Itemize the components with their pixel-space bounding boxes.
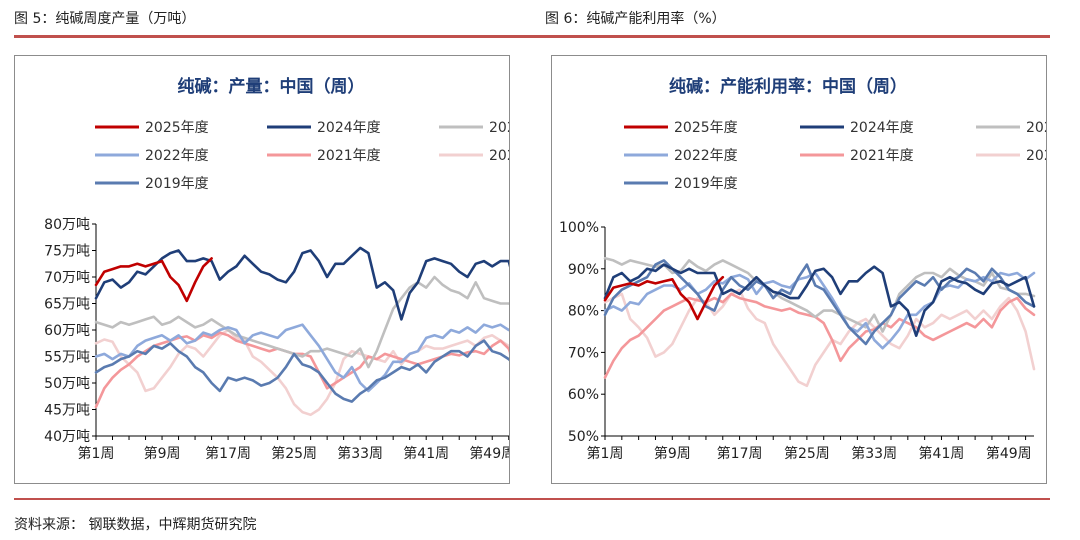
x-tick-label: 第25周 — [271, 445, 317, 462]
y-tick-label: 70万吨 — [44, 270, 90, 286]
y-tick-label: 65万吨 — [44, 297, 90, 313]
y-tick-label: 80% — [568, 304, 599, 320]
series-line-2019 — [603, 259, 1036, 346]
x-tick-label: 第33周 — [337, 445, 383, 462]
production-chart: 纯碱：产量：中国（周） 2025年度 2024年度 2023年度 2022年度 2021年… — [44, 76, 509, 462]
series-line-2022 — [94, 323, 509, 393]
legend-label: 2021年度 — [850, 148, 914, 164]
legend-label: 2022年度 — [145, 148, 209, 164]
legend-label: 2020年度 — [489, 148, 509, 164]
chart-title: 纯碱：产能利用率：中国（周） — [669, 76, 907, 97]
legend-label: 2023年度 — [489, 120, 509, 136]
x-tick-label: 第1周 — [78, 445, 115, 462]
legend-label: 2019年度 — [674, 176, 738, 192]
y-tick-label: 60万吨 — [44, 323, 90, 339]
series-line-2021 — [603, 292, 1036, 379]
x-tick-label: 第9周 — [654, 445, 691, 462]
legend-label: 2024年度 — [850, 120, 914, 136]
series-line-2020 — [603, 288, 1036, 388]
x-tick-label: 第33周 — [851, 445, 897, 462]
series-line-2025 — [94, 257, 213, 303]
figure-caption-production: 图 5：纯碱周度产量（万吨） — [14, 11, 196, 27]
y-tick-label: 75万吨 — [44, 244, 90, 260]
y-tick-label: 45万吨 — [44, 403, 90, 419]
legend-label: 2020年度 — [1026, 148, 1046, 164]
x-tick-label: 第17周 — [717, 445, 763, 462]
y-tick-label: 40万吨 — [44, 429, 90, 445]
x-tick-label: 第41周 — [403, 445, 449, 462]
x-tick-label: 第25周 — [784, 445, 830, 462]
y-tick-label: 90% — [568, 262, 599, 278]
series-line-2020 — [94, 328, 509, 417]
header-rule — [14, 35, 1050, 38]
legend-label: 2025年度 — [145, 120, 209, 136]
x-tick-label: 第49周 — [469, 445, 509, 462]
series-line-2025 — [603, 275, 725, 321]
x-tick-label: 第1周 — [587, 445, 624, 462]
source-note: 资料来源： 钢联数据，中辉期货研究院 — [14, 517, 257, 533]
chart-title: 纯碱：产量：中国（周） — [178, 76, 365, 97]
chart-panel-utilization: 纯碱：产能利用率：中国（周） 2025年度 2024年度 2023年度 2022年度 20… — [551, 55, 1047, 484]
figure-caption-utilization: 图 6：纯碱产能利用率（%） — [545, 11, 726, 27]
series-line-2019 — [94, 339, 509, 403]
chart-panel-production: 纯碱：产量：中国（周） 2025年度 2024年度 2023年度 2022年度 2021年… — [14, 55, 510, 484]
series-line-2023 — [94, 275, 509, 369]
utilization-chart: 纯碱：产能利用率：中国（周） 2025年度 2024年度 2023年度 2022年度 20… — [559, 76, 1046, 462]
legend-label: 2021年度 — [317, 148, 381, 164]
series-line-2024 — [94, 246, 509, 321]
series-line-2021 — [94, 331, 509, 409]
y-tick-label: 70% — [568, 345, 599, 361]
x-tick-label: 第17周 — [205, 445, 251, 462]
legend-label: 2025年度 — [674, 120, 738, 136]
legend-label: 2022年度 — [674, 148, 738, 164]
y-tick-label: 50% — [568, 429, 599, 445]
footer-rule — [14, 498, 1050, 500]
y-tick-label: 60% — [568, 387, 599, 403]
legend-label: 2024年度 — [317, 120, 381, 136]
y-tick-label: 80万吨 — [44, 217, 90, 233]
legend-label: 2023年度 — [1026, 120, 1046, 136]
y-tick-label: 50万吨 — [44, 376, 90, 392]
y-tick-label: 55万吨 — [44, 350, 90, 366]
x-tick-label: 第9周 — [144, 445, 181, 462]
x-tick-label: 第41周 — [919, 445, 965, 462]
legend-label: 2019年度 — [145, 176, 209, 192]
series-line-2024 — [603, 263, 1036, 338]
x-tick-label: 第49周 — [986, 445, 1032, 462]
y-tick-label: 100% — [559, 220, 599, 236]
